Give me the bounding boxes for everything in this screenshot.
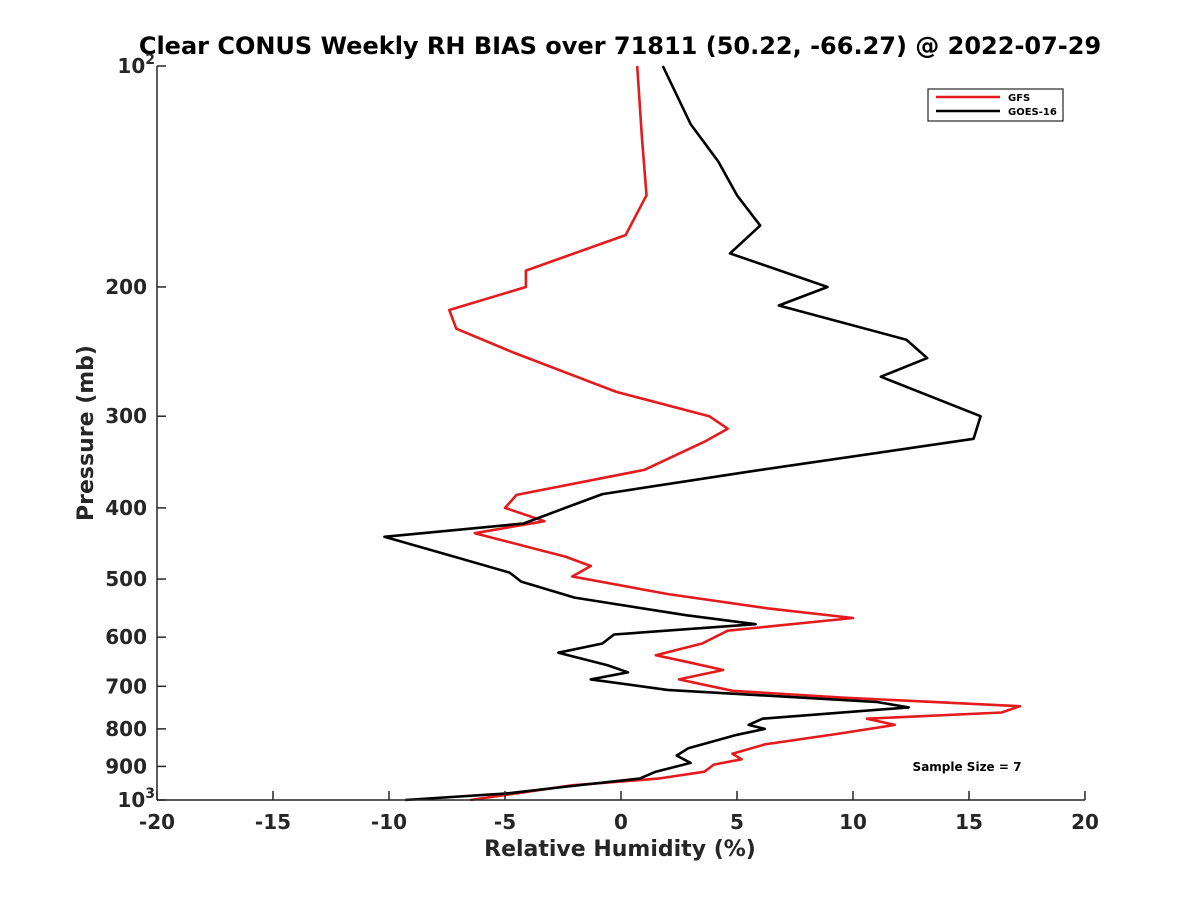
- legend-box: [927, 88, 1064, 122]
- series-line-goes16: [383, 65, 982, 802]
- y-tick-label: 500: [105, 567, 147, 591]
- y-tick-label: 102: [117, 52, 155, 78]
- sample-size-annotation: Sample Size = 7: [913, 760, 1022, 774]
- y-tick-label: 800: [105, 717, 147, 741]
- x-tick-label: 20: [1071, 810, 1099, 834]
- y-tick-label: 700: [105, 674, 147, 698]
- x-tick-label: -20: [139, 810, 175, 834]
- x-tick-label: 15: [955, 810, 983, 834]
- y-tick-label: 600: [105, 625, 147, 649]
- y-tick-label: 400: [105, 496, 147, 520]
- x-tick-label: -10: [371, 810, 407, 834]
- series-line-gfs: [448, 65, 1022, 802]
- x-axis-label: Relative Humidity (%): [484, 837, 756, 862]
- y-tick-label: 103: [117, 786, 155, 812]
- x-tick-label: 0: [614, 810, 628, 834]
- x-tick-label: 5: [730, 810, 744, 834]
- legend: GFS GOES-16: [927, 88, 1064, 122]
- axes-layer: -20 -15 -10 -5 0 5 10 15 20 102 200 300 400 500 600 700…: [105, 52, 1099, 834]
- y-axis-label: Pressure (mb): [74, 345, 99, 521]
- series-layer: [383, 65, 1022, 802]
- chart-title: Clear CONUS Weekly RH BIAS over 71811 (5…: [139, 32, 1101, 60]
- x-tick-label: 10: [839, 810, 867, 834]
- legend-label-gfs: GFS: [1008, 93, 1030, 104]
- x-tick-label: -5: [494, 810, 516, 834]
- y-tick-label: 300: [105, 404, 147, 428]
- y-tick-label: 200: [105, 275, 147, 299]
- x-tick-label: -15: [255, 810, 291, 834]
- y-tick-label: 900: [105, 754, 147, 778]
- legend-label-goes16: GOES-16: [1008, 107, 1057, 118]
